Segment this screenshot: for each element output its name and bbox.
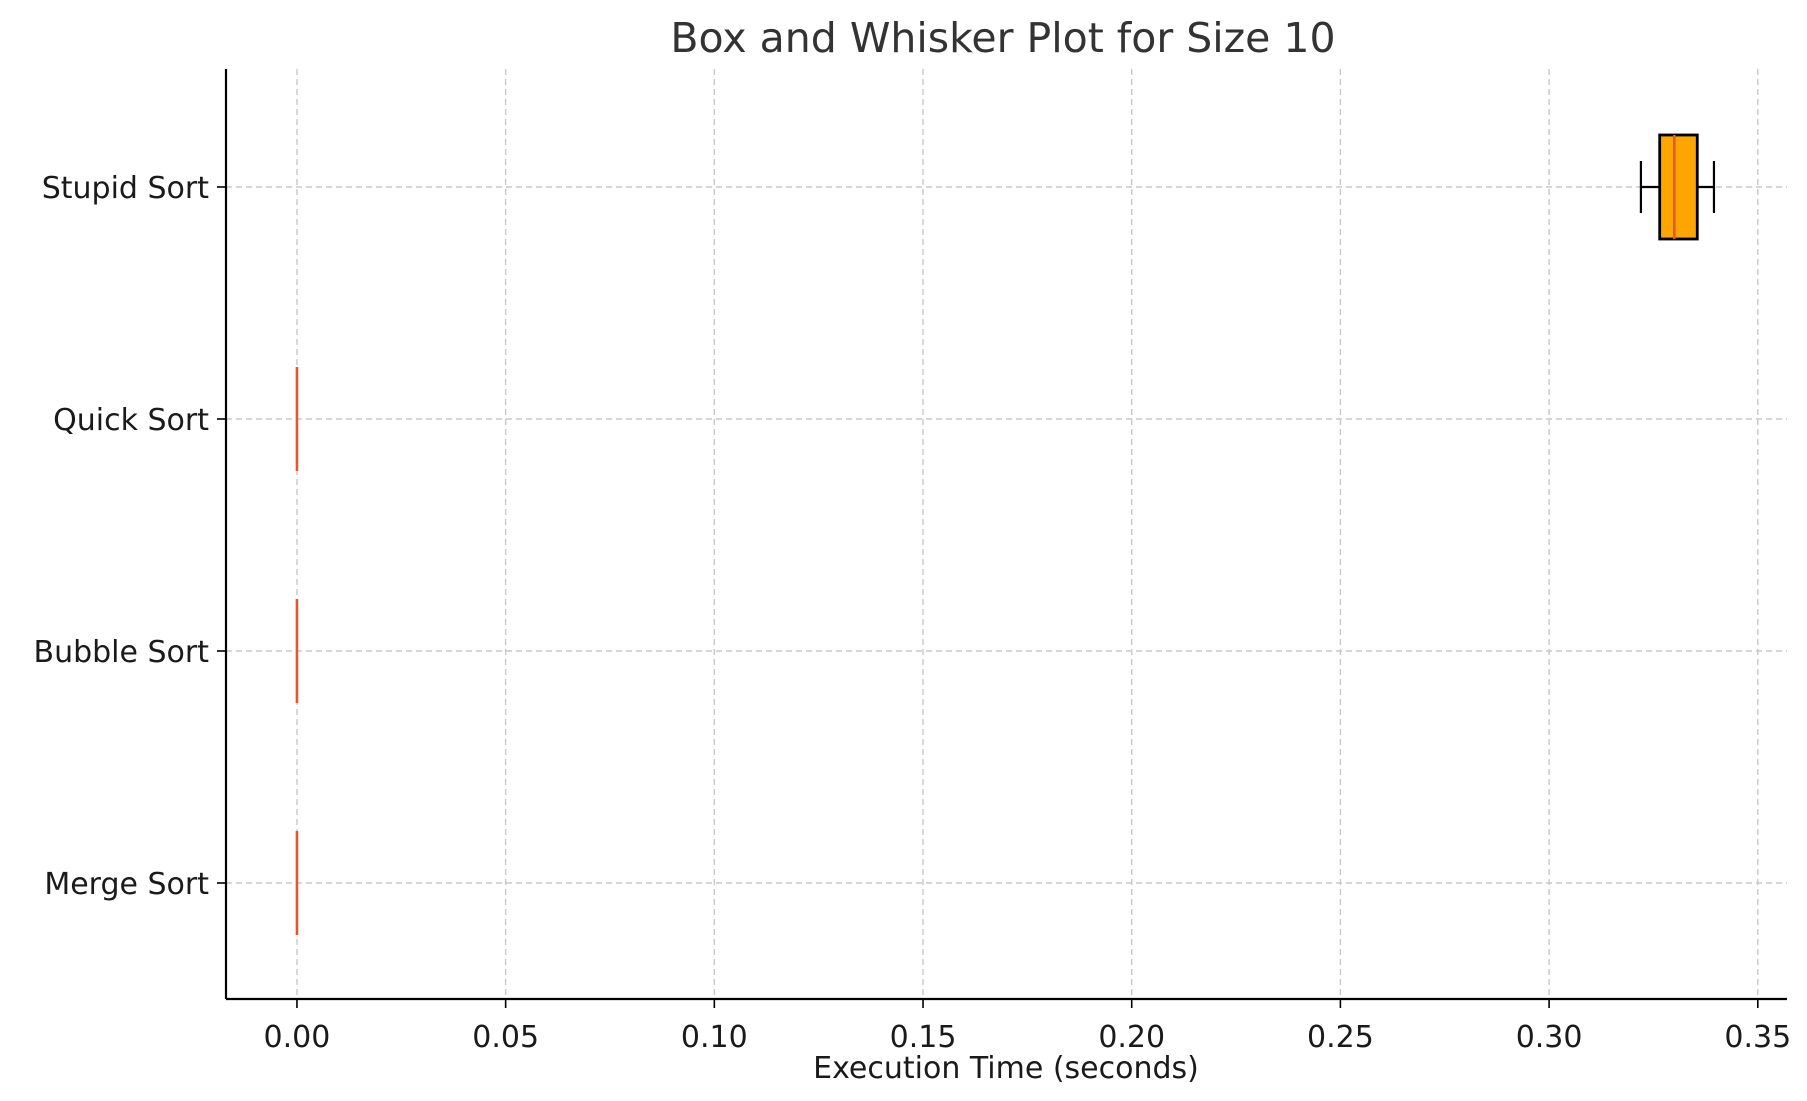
box-plot-series — [295, 133, 1716, 935]
y-tick-label: Stupid Sort — [42, 171, 210, 206]
grid-lines — [226, 69, 1787, 999]
x-tick-label: 0.25 — [1307, 1020, 1374, 1055]
chart-title: Box and Whisker Plot for Size 10 — [670, 14, 1335, 62]
x-tick-label: 0.00 — [264, 1020, 331, 1055]
x-tick-label: 0.05 — [472, 1020, 539, 1055]
x-axis-title: Execution Time (seconds) — [813, 1051, 1199, 1086]
box-stupid-sort — [1639, 133, 1716, 241]
interquartile-box — [1658, 133, 1699, 241]
x-axis-ticks: 0.00 0.05 0.10 0.15 0.20 0.25 0.30 0.35 — [264, 999, 1791, 1055]
x-tick-label: 0.30 — [1516, 1020, 1583, 1055]
x-tick-label: 0.10 — [681, 1020, 748, 1055]
axes — [224, 69, 1787, 1001]
y-tick-label: Merge Sort — [44, 867, 209, 902]
x-tick-label: 0.15 — [890, 1020, 957, 1055]
y-tick-label: Quick Sort — [53, 403, 209, 438]
y-axis-ticks: Merge Sort Bubble Sort Quick Sort Stupid So… — [33, 171, 226, 902]
x-tick-label: 0.35 — [1724, 1020, 1791, 1055]
x-tick-label: 0.20 — [1098, 1020, 1165, 1055]
y-tick-label: Bubble Sort — [33, 635, 209, 670]
